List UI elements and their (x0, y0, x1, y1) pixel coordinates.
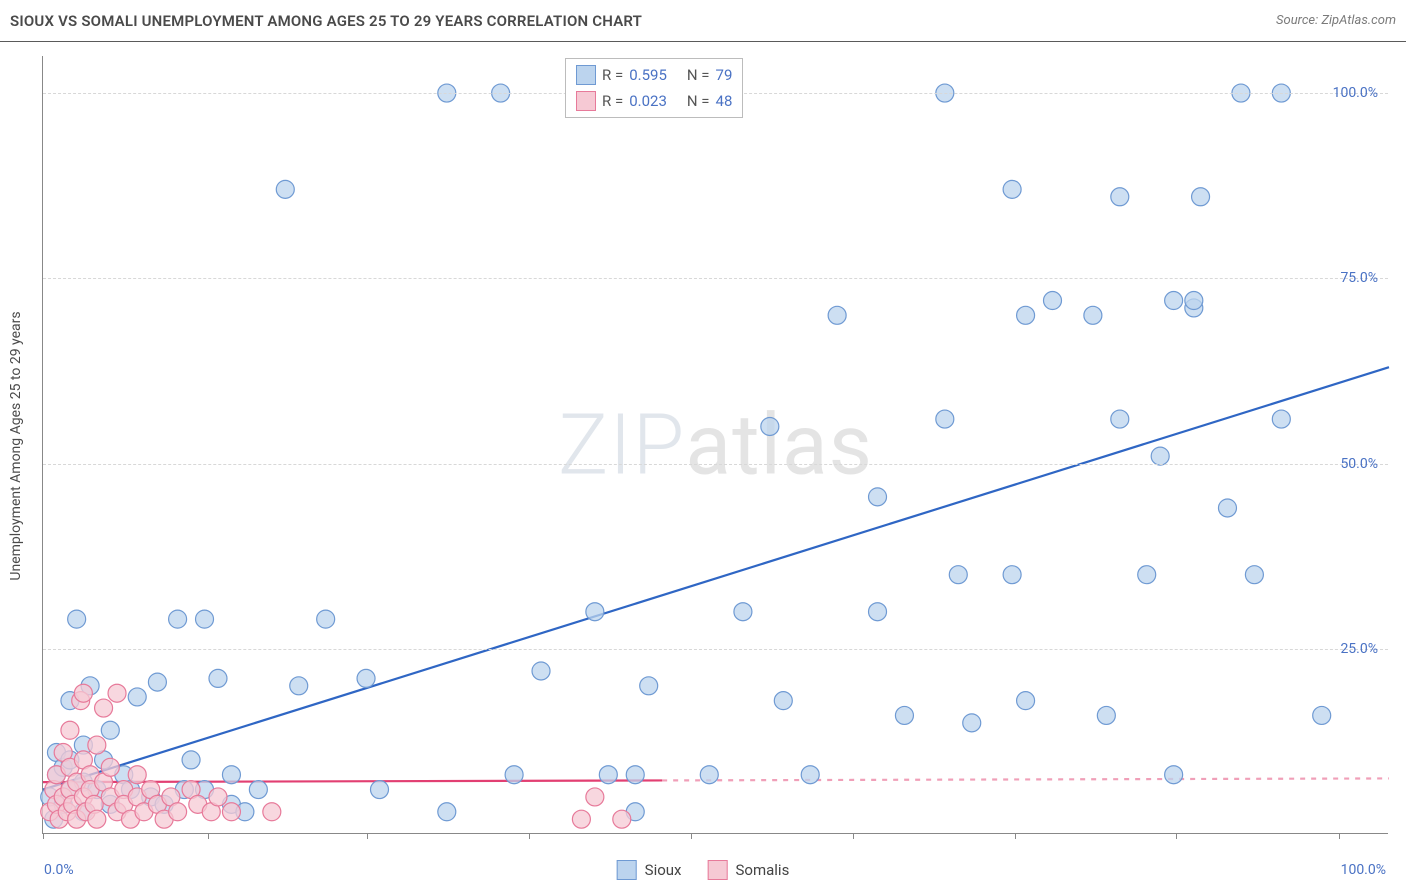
legend-swatch (708, 860, 728, 880)
source-attribution: Source: ZipAtlas.com (1276, 13, 1396, 28)
x-axis-min-label: 0.0% (44, 862, 74, 878)
x-tick (1176, 833, 1177, 839)
x-tick (529, 833, 530, 839)
gridline (43, 278, 1388, 279)
x-tick (208, 833, 209, 839)
series-legend-label: Somalis (736, 861, 790, 879)
x-tick (1339, 833, 1340, 839)
x-tick (853, 833, 854, 839)
legend-swatch (576, 91, 596, 111)
gridline (43, 649, 1388, 650)
legend-swatch (576, 65, 596, 85)
series-legend-item: Sioux (617, 860, 682, 880)
chart-svg (43, 56, 1388, 833)
correlation-legend: R = 0.595N = 79R = 0.023N = 48 (565, 58, 743, 118)
x-tick (367, 833, 368, 839)
y-tick-label: 50.0% (1340, 456, 1378, 472)
y-tick-label: 100.0% (1333, 85, 1378, 101)
x-tick (691, 833, 692, 839)
chart-title: SIOUX VS SOMALI UNEMPLOYMENT AMONG AGES … (10, 12, 642, 30)
y-tick-label: 75.0% (1340, 270, 1378, 286)
series-legend-item: Somalis (708, 860, 790, 880)
x-tick (43, 833, 44, 839)
series-legend-label: Sioux (645, 861, 682, 879)
legend-swatch (617, 860, 637, 880)
y-tick-label: 25.0% (1340, 641, 1378, 657)
y-axis-label: Unemployment Among Ages 25 to 29 years (8, 196, 24, 696)
correlation-legend-row: R = 0.023N = 48 (576, 88, 732, 114)
correlation-legend-row: R = 0.595N = 79 (576, 62, 732, 88)
x-tick (1015, 833, 1016, 839)
gridline (43, 464, 1388, 465)
chart-header: SIOUX VS SOMALI UNEMPLOYMENT AMONG AGES … (0, 0, 1406, 42)
x-axis-max-label: 100.0% (1341, 862, 1386, 878)
series-legend: Sioux Somalis (617, 860, 790, 880)
plot-area: ZIPatlas 25.0%50.0%75.0%100.0% (42, 56, 1388, 834)
